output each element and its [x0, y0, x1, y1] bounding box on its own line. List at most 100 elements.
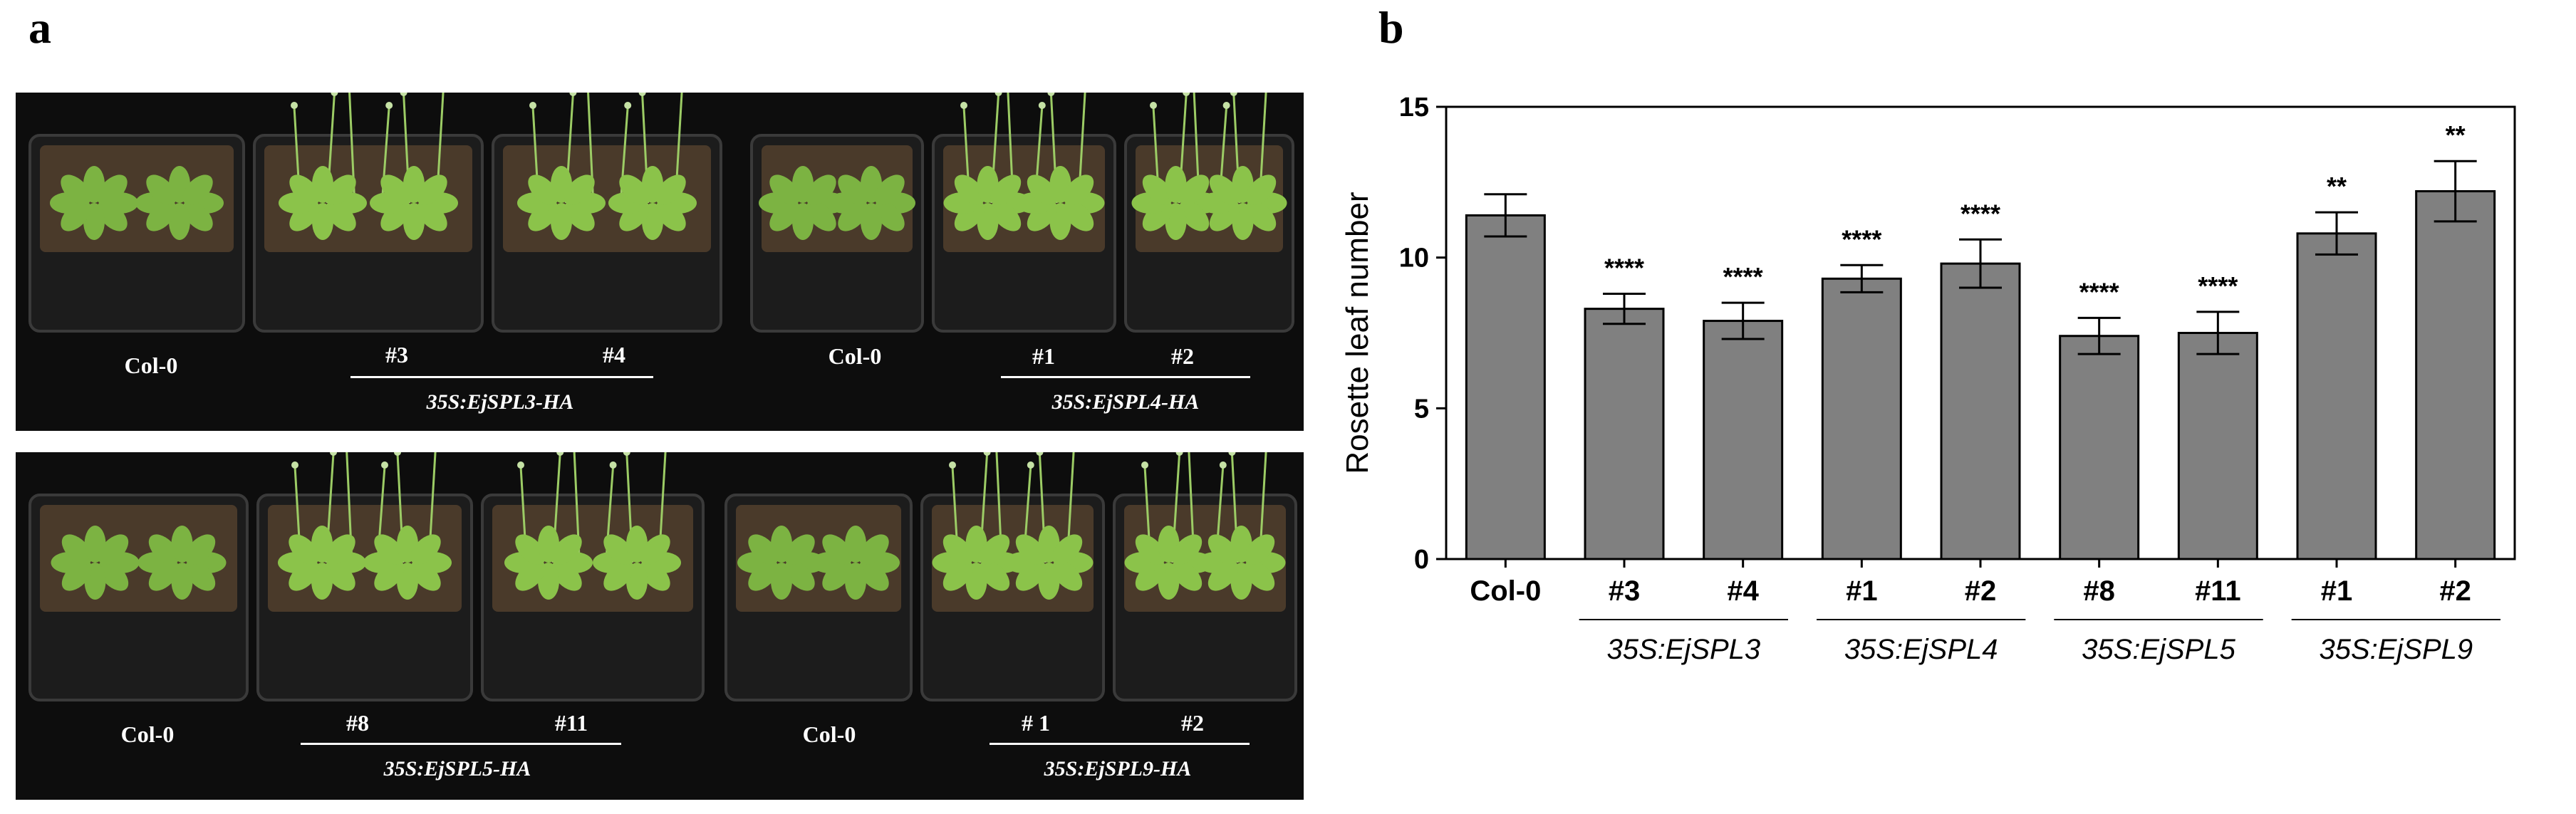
- rosette-leaf: [1208, 534, 1239, 565]
- genotype-underline: [990, 743, 1250, 745]
- col0-label: Col-0: [802, 721, 856, 747]
- rosette-leaf: [1178, 201, 1210, 231]
- genotype-underline: [350, 376, 653, 378]
- bar: [1703, 320, 1784, 560]
- flower-bud: [1175, 452, 1183, 456]
- rosette-leaf: [146, 174, 177, 205]
- rosette-leaf: [1178, 174, 1210, 205]
- rosette-leaf: [1051, 560, 1083, 591]
- flower-bud: [994, 93, 1002, 96]
- line-label: #4: [603, 342, 625, 367]
- genotype-label: 35S:EjSPL9-HA: [1044, 757, 1192, 781]
- rosette-leaf: [603, 534, 634, 565]
- flower-bud: [400, 93, 407, 96]
- y-tick-label: 5: [1414, 394, 1429, 424]
- group-label: 35S:EjSPL5: [2082, 634, 2235, 665]
- rosette-leaf: [1051, 534, 1083, 565]
- rosette-leaf: [380, 174, 411, 205]
- flower-bud: [1150, 102, 1157, 109]
- flower-bud: [569, 93, 577, 96]
- significance-label: ****: [1604, 253, 1644, 282]
- pots-illustration: [724, 452, 1297, 701]
- category-label: #2: [1965, 575, 1997, 607]
- col0-label: Col-0: [120, 721, 175, 747]
- rosette-leaf: [1027, 174, 1058, 205]
- line-label: #8: [346, 710, 369, 736]
- significance-label: ****: [1842, 224, 1881, 254]
- rosette-leaf: [61, 174, 91, 205]
- flower-bud: [385, 102, 393, 109]
- rosette-leaf: [640, 534, 670, 565]
- rosette-leaf: [979, 560, 1010, 591]
- rosette-leaf: [748, 534, 779, 565]
- bar: [2177, 332, 2258, 560]
- col0-label: Col-0: [124, 353, 178, 378]
- line-label: #2: [1171, 343, 1194, 369]
- rosette-leaf: [655, 201, 686, 231]
- rosette-leaf: [954, 174, 985, 205]
- flower-bud: [330, 452, 337, 456]
- rosette-leaf: [858, 560, 889, 591]
- flower-bud: [638, 93, 646, 96]
- rosette-leaf: [1063, 174, 1094, 205]
- rosette-leaf: [326, 174, 356, 205]
- rosette-leaf: [619, 174, 650, 205]
- flower-bud: [1228, 452, 1236, 456]
- genotype-underline: [301, 743, 621, 745]
- flower-bud: [1222, 102, 1230, 109]
- significance-label: ****: [1960, 199, 2000, 228]
- rosette-leaf: [784, 534, 815, 565]
- rosette-leaf: [61, 534, 93, 565]
- rosette-leaf: [528, 174, 559, 205]
- significance-label: ****: [1723, 262, 1763, 291]
- rosette-leaf: [784, 560, 815, 591]
- flower-bud: [1038, 102, 1046, 109]
- rosette-leaf: [289, 534, 319, 565]
- category-label: #11: [2195, 575, 2241, 607]
- rosette-leaf: [182, 174, 213, 205]
- rosette-leaf: [1015, 534, 1046, 565]
- rosette-leaf: [374, 534, 405, 565]
- category-label: #1: [1846, 575, 1878, 607]
- rosette-leaf: [838, 174, 868, 205]
- flower-bud: [960, 102, 967, 109]
- flower-bud: [331, 93, 338, 96]
- significance-label: **: [2327, 172, 2347, 201]
- rosette-leaf: [1135, 534, 1166, 565]
- rosette-leaf: [990, 174, 1022, 205]
- pots-illustration: [28, 93, 722, 333]
- flower-bud: [624, 102, 632, 109]
- rosette-leaf: [97, 201, 128, 231]
- flower-bud: [556, 452, 564, 456]
- panel-a-letter: a: [28, 2, 51, 53]
- rosette-leaf: [182, 201, 213, 231]
- bar: [2415, 190, 2496, 560]
- rosette-leaf: [1245, 174, 1277, 205]
- rosette-leaf: [417, 174, 447, 205]
- plant-photo-spl9: Col-0 # 1 #2 35S:EjSPL9-HA: [715, 452, 1304, 800]
- rosette-leaf: [325, 560, 355, 591]
- flower-bud: [623, 452, 630, 456]
- rosette-leaf: [1244, 560, 1275, 591]
- pots-illustration: [750, 93, 1294, 333]
- rosette-leaf: [97, 174, 128, 205]
- significance-label: ****: [2079, 277, 2119, 306]
- rosette-leaf: [551, 534, 582, 565]
- y-tick-label: 0: [1414, 545, 1429, 575]
- category-label: #1: [2321, 575, 2353, 607]
- rosette-leaf: [806, 174, 836, 205]
- line-label: # 1: [1022, 710, 1050, 736]
- significance-label: **: [2446, 120, 2466, 150]
- category-label: #2: [2439, 575, 2471, 607]
- flower-bud: [949, 461, 956, 469]
- rosette-leaf: [1244, 534, 1275, 565]
- group-label: 35S:EjSPL9: [2319, 634, 2473, 665]
- flower-bud: [1036, 452, 1044, 456]
- rosette-leaf: [942, 534, 974, 565]
- line-label: #2: [1181, 710, 1204, 736]
- rosette-leaf: [564, 201, 595, 231]
- bar: [1821, 277, 1902, 560]
- rosette-leaf: [410, 534, 441, 565]
- y-axis-label: Rosette leaf number: [1340, 192, 1375, 474]
